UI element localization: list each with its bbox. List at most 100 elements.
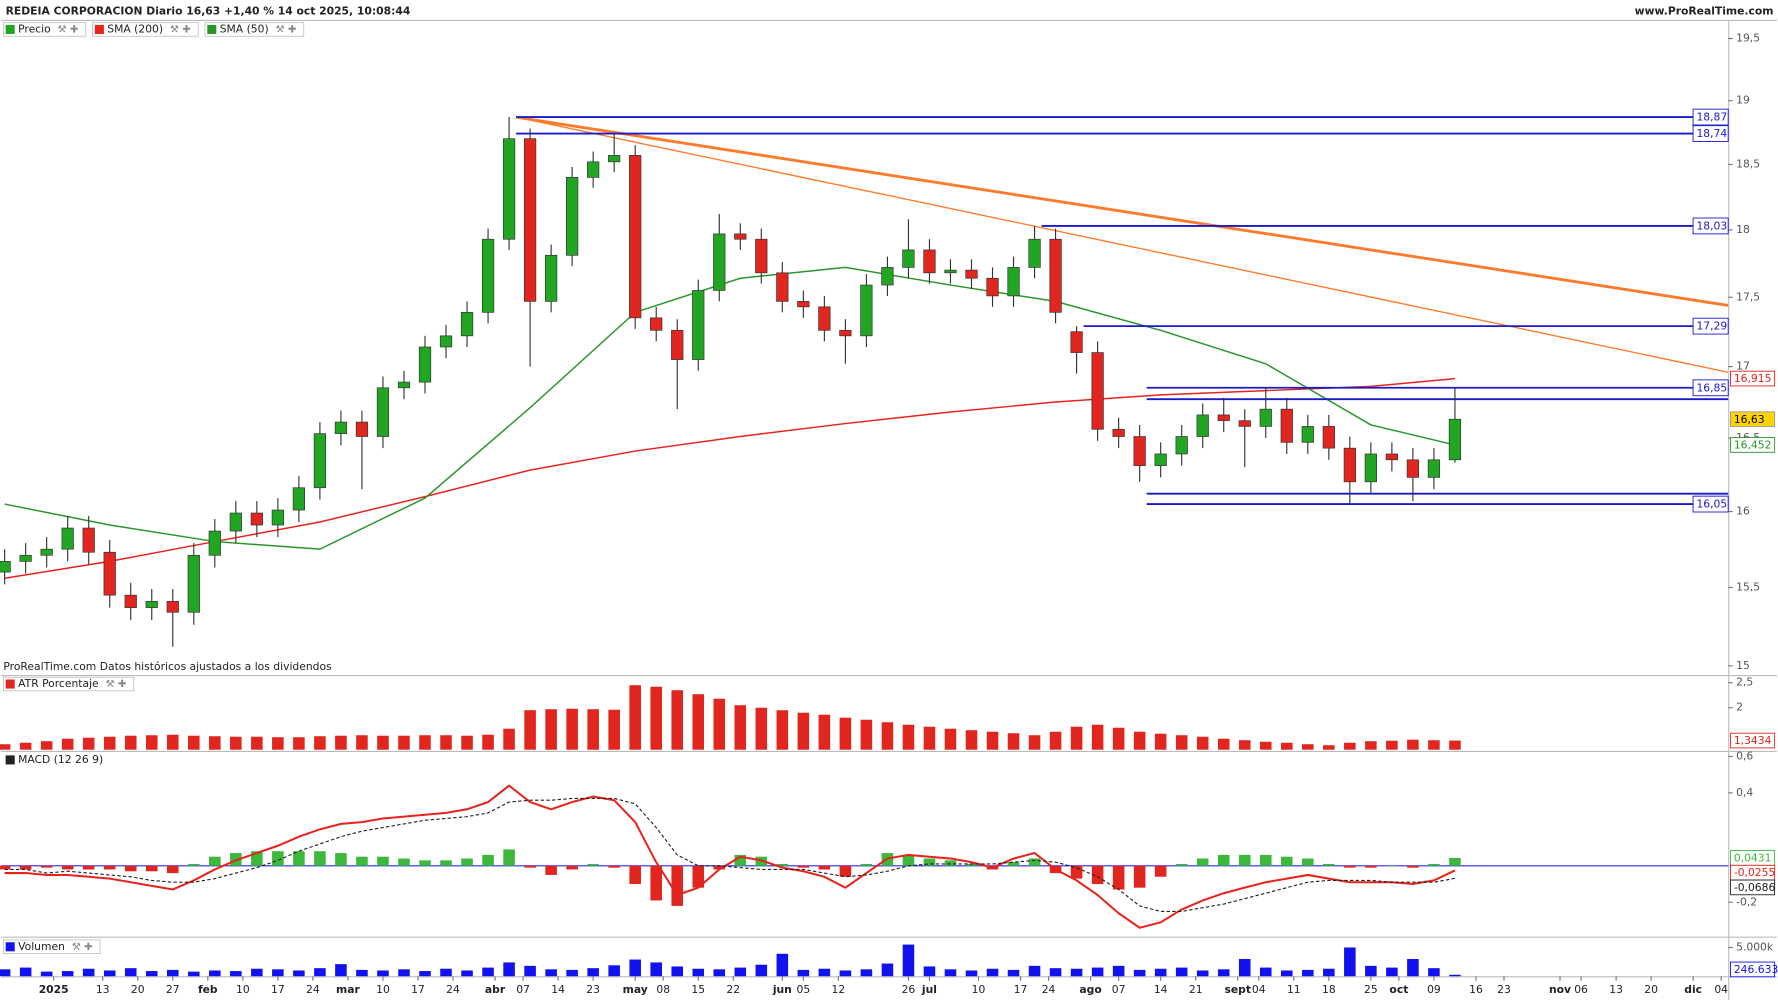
bar bbox=[1217, 969, 1230, 977]
candle-body bbox=[544, 254, 558, 302]
histogram-bar bbox=[797, 865, 810, 868]
bar bbox=[40, 741, 53, 750]
level-label: 16,85 bbox=[1696, 381, 1727, 394]
y-tick-label: 2 bbox=[1736, 701, 1743, 714]
legend-swatch bbox=[94, 24, 104, 34]
bar bbox=[461, 970, 473, 977]
bar bbox=[293, 970, 305, 977]
bar bbox=[944, 728, 957, 750]
bar bbox=[671, 966, 684, 977]
histogram-bar bbox=[40, 865, 53, 868]
histogram-bar bbox=[461, 858, 473, 866]
bar bbox=[860, 969, 873, 977]
x-tick-label: 17 bbox=[271, 983, 285, 996]
bar bbox=[124, 968, 137, 977]
legend-swatch bbox=[207, 24, 217, 34]
legend-tools: ⚒ ✚ bbox=[105, 679, 126, 690]
candle-body bbox=[650, 317, 663, 331]
bar bbox=[965, 970, 978, 977]
histogram-bar bbox=[650, 865, 662, 901]
histogram-bar bbox=[1133, 865, 1146, 888]
bar bbox=[524, 965, 536, 977]
bar bbox=[1344, 742, 1356, 750]
histogram-bar bbox=[608, 865, 620, 868]
histogram-bar bbox=[734, 854, 747, 866]
x-tick-label: 11 bbox=[1287, 983, 1301, 996]
legend-box bbox=[204, 22, 305, 37]
legend-box bbox=[2, 676, 135, 692]
bar bbox=[461, 735, 473, 750]
level-label-box bbox=[1692, 217, 1729, 235]
bar bbox=[293, 737, 305, 750]
x-tick-label: 12 bbox=[832, 983, 846, 996]
bar bbox=[1259, 741, 1272, 750]
candle-body bbox=[1385, 453, 1398, 461]
bar bbox=[944, 969, 957, 977]
histogram-bar bbox=[1091, 865, 1104, 885]
x-tick-label: 20 bbox=[131, 983, 145, 996]
histogram-bar bbox=[1217, 854, 1230, 866]
x-tick-label: 07 bbox=[516, 983, 530, 996]
bar bbox=[209, 970, 221, 977]
candle-body bbox=[692, 290, 705, 360]
candle-body bbox=[776, 272, 789, 302]
candle-body bbox=[797, 301, 810, 308]
legend-swatch bbox=[5, 942, 15, 952]
bar bbox=[566, 969, 578, 977]
x-tick-label: 23 bbox=[586, 983, 600, 996]
bar bbox=[818, 968, 831, 977]
bar bbox=[1428, 968, 1440, 977]
signal-line bbox=[4, 797, 1456, 913]
bar bbox=[1407, 958, 1419, 977]
candle-body bbox=[208, 530, 221, 556]
bar bbox=[103, 970, 116, 977]
bar bbox=[503, 728, 515, 750]
histogram-bar bbox=[1007, 862, 1020, 866]
bar bbox=[1238, 958, 1251, 977]
value-tag: 0,0431 bbox=[1734, 852, 1772, 865]
histogram-bar bbox=[1407, 865, 1419, 868]
y-tick-label: 19,5 bbox=[1736, 32, 1760, 45]
level-label: 16,05 bbox=[1696, 498, 1727, 511]
histogram-bar bbox=[1175, 863, 1188, 866]
legend-tools: ⚒ ✚ bbox=[275, 24, 296, 35]
histogram-bar bbox=[103, 865, 116, 870]
histogram-bar bbox=[629, 865, 641, 885]
bar bbox=[650, 962, 662, 977]
histogram-bar bbox=[1259, 854, 1272, 866]
bar bbox=[1112, 965, 1125, 977]
histogram-bar bbox=[692, 865, 705, 888]
candle-body bbox=[61, 527, 74, 550]
candle-body bbox=[481, 238, 495, 313]
x-tick-label: mar bbox=[336, 983, 360, 996]
bar bbox=[1133, 969, 1146, 977]
histogram-bar bbox=[61, 865, 74, 870]
candle-body bbox=[713, 233, 726, 291]
x-tick-label: 16 bbox=[1469, 983, 1483, 996]
bar bbox=[251, 968, 263, 977]
x-tick-label: 08 bbox=[656, 983, 670, 996]
histogram-bar bbox=[293, 851, 305, 866]
bar bbox=[1323, 968, 1335, 977]
bar bbox=[734, 967, 747, 977]
candle-body bbox=[1217, 414, 1230, 421]
histogram-bar bbox=[776, 863, 789, 866]
candle-body bbox=[397, 381, 411, 389]
trend-line bbox=[515, 115, 1729, 307]
y-tick-label: 15 bbox=[1736, 659, 1750, 672]
macd-line bbox=[4, 784, 1456, 929]
bar bbox=[881, 963, 894, 977]
bar bbox=[40, 971, 53, 977]
histogram-bar bbox=[524, 865, 536, 868]
panel-title: MACD (12 26 9) bbox=[18, 753, 103, 766]
legend-label: Precio bbox=[18, 22, 51, 35]
bar bbox=[61, 971, 74, 977]
bar bbox=[755, 964, 768, 977]
bar bbox=[82, 968, 95, 977]
histogram-bar bbox=[356, 856, 368, 866]
bar bbox=[1365, 741, 1377, 750]
value-tag: 16,452 bbox=[1734, 438, 1772, 451]
footnote: ProRealTime.com Datos históricos ajustad… bbox=[3, 660, 332, 673]
candle-body bbox=[1007, 267, 1020, 297]
